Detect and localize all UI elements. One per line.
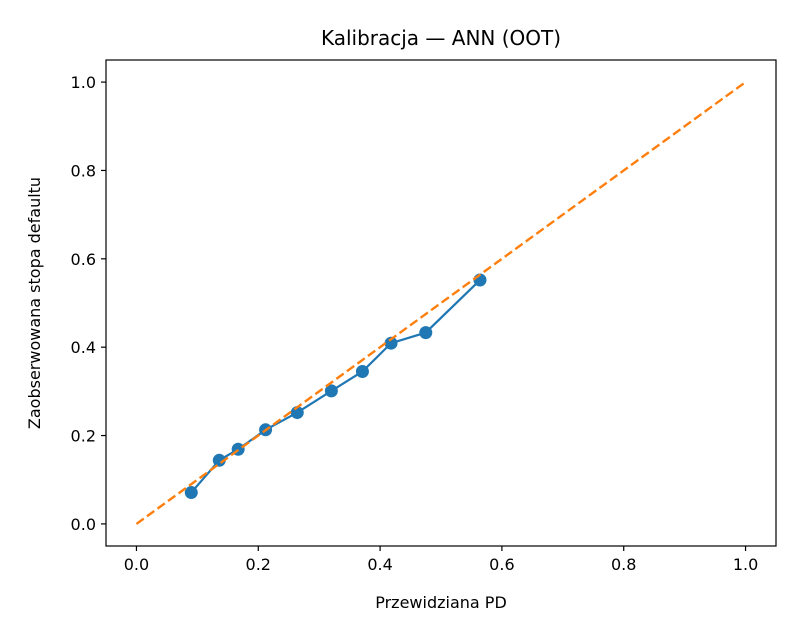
calibration-line	[190, 279, 481, 494]
y-tick-label: 1.0	[71, 73, 96, 92]
calibration-point	[184, 486, 198, 500]
x-tick-label: 0.2	[246, 555, 271, 574]
y-tick-label: 0.8	[71, 161, 96, 180]
series-layer	[135, 81, 747, 525]
plot-area	[105, 59, 777, 547]
y-tick-label: 0.0	[71, 515, 96, 534]
calibration-point	[419, 326, 433, 340]
x-tick-label: 0.0	[124, 555, 149, 574]
calibration-point	[290, 406, 304, 420]
calibration-point	[384, 336, 398, 350]
y-axis-label: Zaobserwowana stopa defaultu	[25, 177, 44, 429]
y-tick-label: 0.2	[71, 427, 96, 446]
y-tick-label: 0.6	[71, 250, 96, 269]
plot-frame	[105, 59, 777, 547]
y-axis: 0.0 0.2 0.4 0.6 0.8 1.0	[71, 73, 106, 534]
calibration-point	[324, 384, 338, 398]
calibration-point	[212, 453, 226, 467]
reference-diagonal-line	[135, 81, 747, 525]
chart-title: Kalibracja — ANN (OOT)	[321, 26, 561, 50]
calibration-point	[355, 364, 369, 378]
x-tick-label: 0.6	[489, 555, 514, 574]
x-tick-label: 0.4	[367, 555, 392, 574]
x-tick-label: 0.8	[611, 555, 636, 574]
x-tick-label: 1.0	[733, 555, 758, 574]
y-tick-label: 0.4	[71, 338, 96, 357]
x-axis-label: Przewidziana PD	[375, 593, 507, 612]
x-axis: 0.0 0.2 0.4 0.6 0.8 1.0	[124, 546, 758, 574]
